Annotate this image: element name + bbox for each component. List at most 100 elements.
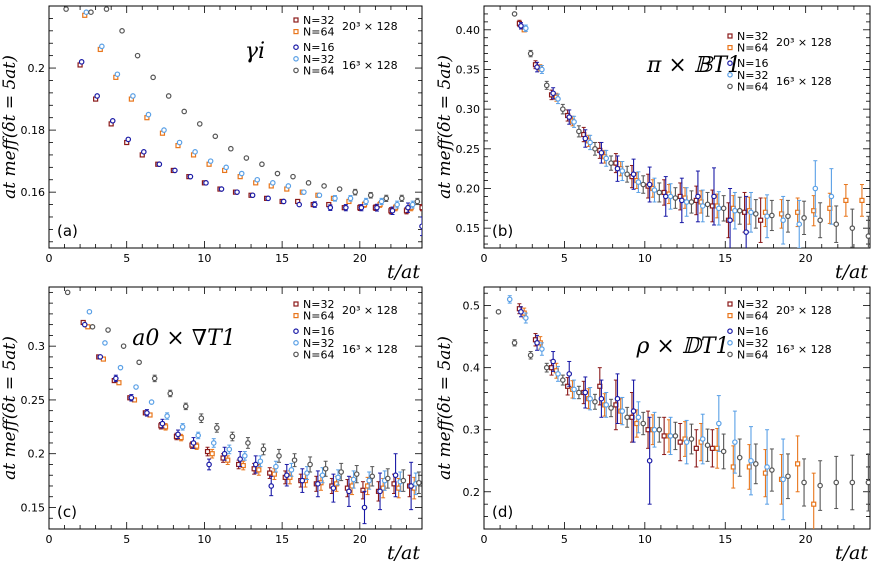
data-point: [245, 440, 251, 446]
legend-marker: [727, 44, 733, 51]
data-point: [343, 204, 349, 211]
data-point: [769, 467, 775, 473]
data-point: [151, 375, 158, 382]
data-point: [182, 403, 189, 410]
data-point: [240, 462, 246, 469]
data-point: [181, 108, 188, 115]
data-point: [353, 471, 360, 477]
data-point: [322, 465, 329, 472]
data-point: [409, 201, 416, 208]
series-3: [506, 295, 786, 521]
data-point: [592, 398, 598, 405]
data-point: [119, 28, 125, 34]
legend-marker: [727, 328, 733, 335]
data-point: [796, 221, 803, 227]
panel-label: (a): [57, 222, 78, 240]
legend-label: N=32: [737, 337, 768, 350]
data-point: [144, 410, 150, 416]
data-point: [527, 50, 534, 57]
data-point: [748, 209, 754, 216]
data-point: [175, 431, 181, 438]
data-point: [598, 395, 605, 402]
y-axis-label: at meff(δt = 5at): [0, 336, 20, 480]
y-tick-label: 0.3: [463, 424, 481, 437]
panel-label: (d): [492, 503, 513, 521]
data-point: [276, 453, 282, 459]
data-point: [204, 448, 211, 455]
data-point: [699, 436, 706, 442]
data-point: [257, 458, 264, 465]
data-point: [635, 179, 642, 185]
x-axis-label: t/at: [835, 261, 868, 283]
data-point: [265, 195, 271, 202]
data-point: [640, 181, 647, 188]
data-layer: [64, 289, 422, 525]
y-tick-label: 0.16: [21, 186, 46, 199]
legend-marker: [293, 55, 299, 62]
data-point: [212, 133, 219, 140]
data-point: [226, 446, 233, 453]
data-point: [116, 380, 122, 386]
data-point: [635, 414, 642, 421]
legend-marker: [293, 17, 299, 23]
data-point: [667, 433, 674, 439]
data-point: [288, 467, 295, 473]
data-point: [859, 197, 865, 203]
data-point: [576, 389, 582, 396]
x-axis-label: t/at: [387, 542, 420, 564]
panel-title: γi: [245, 39, 265, 64]
legend-label: N=16: [737, 325, 768, 338]
data-point: [299, 477, 306, 484]
data-point: [336, 186, 343, 192]
data-point: [120, 343, 127, 349]
data-point: [812, 185, 819, 192]
data-point: [592, 146, 598, 152]
data-point: [228, 145, 234, 152]
data-point: [238, 170, 245, 177]
data-point: [150, 74, 156, 81]
data-point: [285, 183, 292, 189]
legend-label: N=32: [303, 53, 334, 66]
legend-label: N=64: [737, 80, 768, 93]
series-4: [511, 11, 870, 248]
data-point: [164, 413, 170, 419]
data-point: [518, 309, 524, 315]
data-point: [267, 470, 273, 476]
legend-label: N=32: [303, 14, 334, 27]
x-tick-label: 5: [123, 252, 130, 265]
legend-group-label: 20³ × 128: [776, 304, 832, 317]
x-tick-label: 15: [275, 252, 289, 265]
data-point: [704, 442, 711, 449]
data-point: [640, 420, 647, 427]
data-point: [358, 204, 365, 211]
data-point: [178, 434, 184, 441]
series-3: [83, 9, 416, 209]
data-point: [214, 425, 220, 431]
data-point: [327, 204, 334, 211]
y-tick-label: 0.4: [463, 362, 481, 375]
data-point: [94, 93, 100, 99]
x-axis-label: t/at: [835, 542, 868, 564]
data-point: [198, 415, 205, 422]
legend-marker: [727, 301, 733, 307]
data-point: [305, 180, 312, 186]
data-point: [81, 321, 88, 328]
legend-label: N=32: [303, 337, 334, 350]
data-point: [311, 201, 318, 208]
data-point: [523, 25, 529, 32]
data-point: [338, 469, 344, 475]
x-tick-label: 20: [353, 533, 367, 546]
data-point: [394, 201, 400, 208]
legend-marker: [293, 328, 299, 335]
data-point: [711, 193, 717, 200]
data-point: [207, 158, 214, 164]
data-point: [346, 488, 352, 495]
x-tick-label: 20: [799, 252, 813, 265]
data-point: [315, 481, 321, 487]
data-layer: [495, 295, 870, 529]
x-tick-label: 15: [718, 252, 732, 265]
data-point: [646, 457, 653, 464]
legend-group-label: 16³ × 128: [342, 343, 398, 356]
data-point: [319, 472, 326, 479]
